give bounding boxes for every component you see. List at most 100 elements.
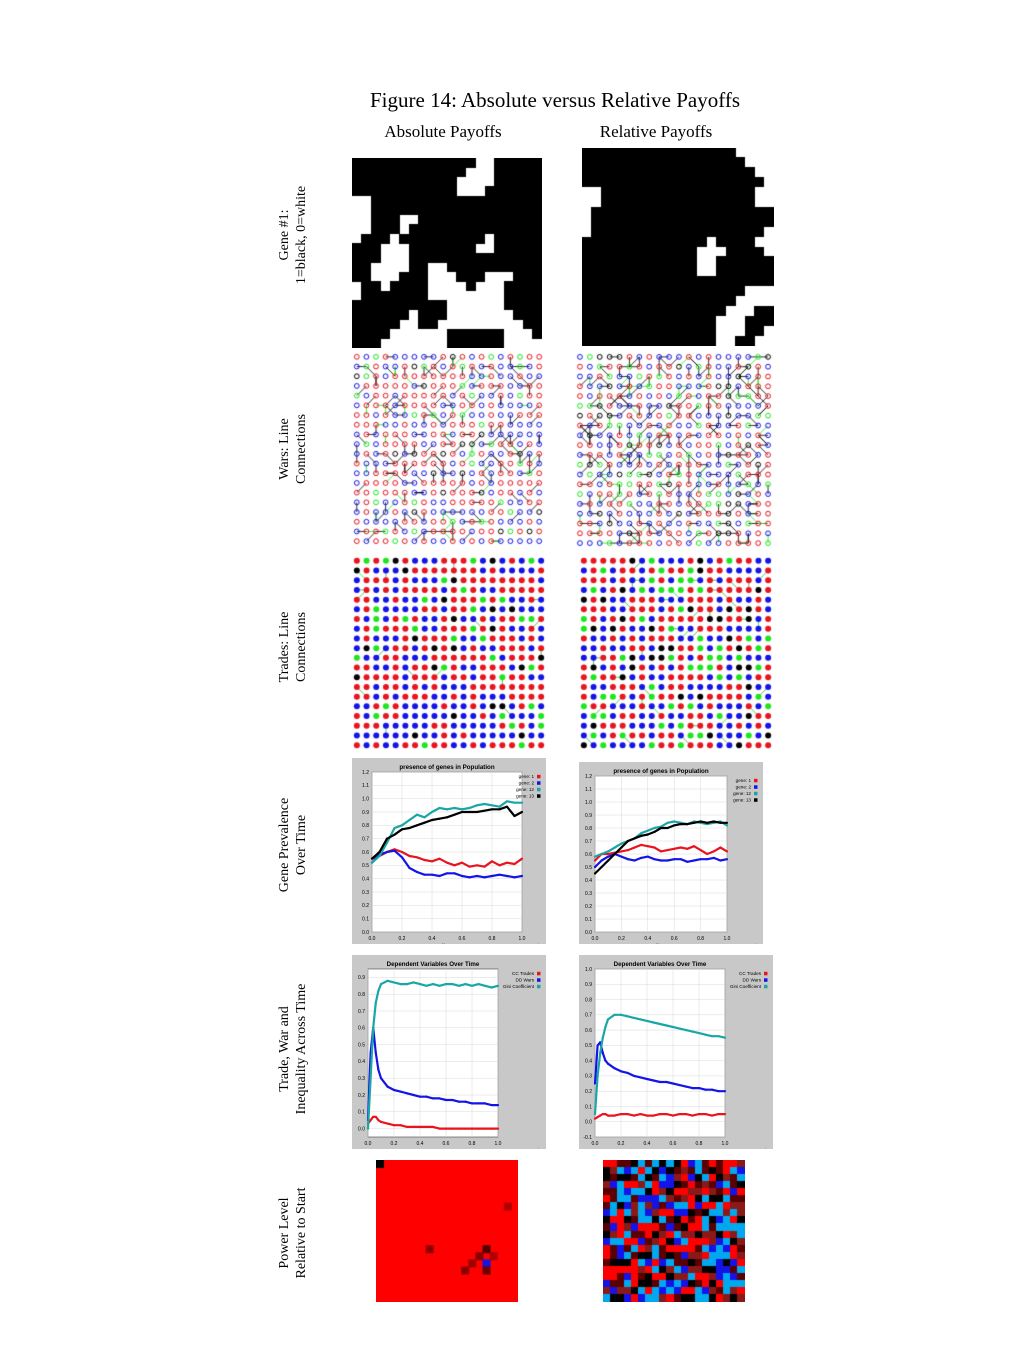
data-point	[423, 816, 426, 819]
legend-label: Gini Coefficient	[503, 984, 535, 989]
legend-swatch	[764, 984, 768, 989]
series-line	[593, 1013, 726, 1115]
data-point	[717, 1112, 720, 1116]
legend-swatch	[754, 798, 758, 802]
data-point	[405, 1092, 409, 1095]
data-point	[606, 1018, 610, 1021]
chart-title: presence of genes in Population	[399, 764, 494, 771]
data-point	[418, 1125, 422, 1129]
data-point	[606, 1114, 610, 1117]
data-point	[607, 855, 610, 858]
data-point	[632, 1114, 636, 1117]
data-point	[418, 1095, 422, 1098]
data-point	[408, 866, 411, 870]
trades-network-absolute	[352, 556, 546, 750]
data-point	[408, 826, 411, 830]
data-point	[385, 841, 389, 844]
legend-swatch	[537, 794, 541, 798]
x-tick-label: 0.2	[399, 936, 406, 942]
data-point	[699, 849, 702, 852]
data-point	[372, 1026, 375, 1029]
data-point	[679, 858, 682, 861]
data-point	[645, 1077, 649, 1081]
x-tick-label: 0.0	[369, 936, 376, 942]
data-point	[639, 1076, 642, 1079]
x-axis-label: time	[442, 943, 452, 944]
data-point	[666, 849, 669, 852]
data-point	[613, 846, 616, 849]
y-tick-label: 1.2	[362, 770, 369, 776]
column-title-absolute: Absolute Payoffs	[384, 122, 502, 141]
data-point	[405, 1125, 409, 1129]
power-grid-absolute	[376, 1160, 518, 1302]
data-point	[666, 821, 669, 824]
data-point	[496, 1127, 500, 1130]
y-tick-label: 0.9	[585, 982, 592, 988]
legend-swatch	[537, 781, 541, 785]
x-axis-label: time	[656, 943, 666, 944]
x-exponent-label: x10^3	[757, 1148, 769, 1149]
data-point	[377, 989, 380, 992]
gene-prevalence-chart-absolute: 0.0 0.2 0.4 0.6 0.8 1.0 0.0 0.1 0.2 0.3 0.4 0.5 0.6 0…	[352, 758, 546, 944]
y-tick-label: 0.5	[362, 863, 369, 869]
plot-area	[594, 968, 726, 1138]
data-point	[520, 810, 524, 814]
data-point	[671, 1114, 675, 1117]
data-point	[366, 1127, 370, 1130]
data-point	[379, 1120, 383, 1123]
legend-swatch	[537, 774, 541, 779]
data-point	[490, 874, 494, 878]
y-tick-label: 0.7	[358, 1009, 365, 1015]
x-tick-label: 0.2	[618, 936, 625, 942]
data-point	[686, 860, 689, 863]
data-point	[444, 1098, 448, 1102]
data-point	[412, 1125, 415, 1129]
data-point	[640, 832, 643, 835]
data-point	[673, 847, 676, 850]
data-point	[457, 1100, 461, 1103]
data-point	[379, 983, 383, 986]
x-tick-label: 0.0	[365, 1141, 372, 1147]
data-point	[505, 805, 509, 808]
series-line	[593, 1041, 725, 1093]
data-point	[460, 808, 464, 811]
data-point	[374, 1051, 377, 1055]
data-point	[513, 801, 516, 804]
x-tick-label: 0.6	[670, 1141, 677, 1147]
data-point	[684, 1085, 688, 1088]
data-point	[626, 1112, 629, 1116]
legend-label: Gini Coefficient	[730, 984, 762, 989]
data-point	[646, 829, 649, 832]
data-point	[692, 859, 696, 862]
data-point	[451, 983, 454, 986]
data-point	[710, 1035, 714, 1038]
data-point	[671, 1025, 675, 1029]
data-point	[490, 1103, 493, 1107]
x-tick-label: 0.2	[618, 1141, 625, 1147]
legend-label: CC Trades	[739, 971, 762, 976]
data-point	[392, 981, 396, 984]
data-point	[692, 821, 696, 824]
data-point	[725, 821, 729, 824]
y-tick-label: 0.1	[585, 1104, 592, 1110]
data-point	[445, 872, 449, 875]
y-tick-label: 0.2	[585, 1089, 592, 1095]
data-point	[593, 1082, 597, 1085]
data-point	[412, 981, 415, 984]
legend-label: DD Wars	[516, 978, 535, 983]
data-point	[438, 1097, 441, 1100]
data-point	[653, 858, 656, 861]
data-point	[399, 983, 402, 986]
data-point	[392, 1088, 396, 1092]
data-point	[431, 1125, 435, 1129]
data-point	[632, 1016, 636, 1019]
x-tick-label: 0.0	[592, 936, 599, 942]
data-point	[400, 856, 404, 859]
data-point	[600, 859, 603, 862]
data-point	[620, 846, 623, 849]
legend-label: DD Wars	[743, 978, 762, 983]
y-tick-label: 0.3	[362, 890, 369, 896]
data-point	[399, 1090, 402, 1093]
series-line	[366, 979, 499, 1129]
data-point	[444, 983, 448, 986]
